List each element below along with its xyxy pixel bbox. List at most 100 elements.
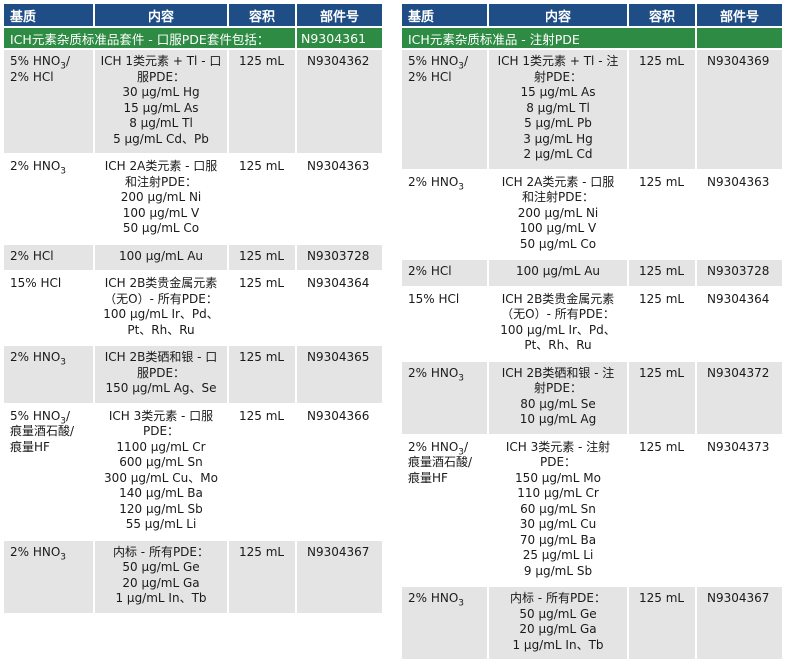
content-cell: ICH 2B类贵金属元素 （无O）- 所有PDE： 100 µg/mL Ir、Pd、… — [488, 285, 629, 361]
content-line: 50 µg/mL Ge — [122, 560, 200, 574]
content-cell: ICH 2A类元素 - 口服 和注射PDE： 200 µg/mL Ni 100 µg/… — [94, 153, 229, 244]
content-line: PDE： — [539, 455, 577, 469]
matrix-line: 5% HNO3/ — [10, 54, 89, 71]
content-line: 和注射PDE： — [521, 190, 595, 204]
matrix-line: 5% HNO3/ — [10, 408, 89, 426]
volume-cell: 125 mL — [628, 168, 697, 259]
content-cell: ICH 2B类贵金属元素 （无O）- 所有PDE： 100 µg/mL Ir、Pd、… — [94, 270, 229, 345]
matrix-cell: 2% HNO3 — [4, 153, 95, 244]
content-line: ICH 3类元素 - 口服 — [108, 408, 214, 423]
content-line: 80 µg/mL Se — [520, 396, 596, 411]
content-line: ICH 2B类硒和银 - 注 — [501, 365, 615, 380]
content-cell: ICH 1类元素 + Tl - 注射PDE： 15 µg/mL As 8 µg/mL… — [488, 48, 629, 170]
content-line: ICH 1类元素 + Tl - 注 — [497, 54, 619, 68]
volume-cell: 125 mL — [628, 585, 697, 659]
part-number-cell: N9304364 — [696, 285, 782, 361]
content-line: 15 µg/mL As — [520, 85, 596, 99]
matrix-text: 2% HNO — [408, 439, 459, 454]
injection-pde-table: 基质 内容 容积 部件号 ICH元素杂质标准品 - 注射PDE 5% HNO 3 /… — [402, 4, 782, 659]
matrix-cell: 2% HCl — [4, 242, 95, 271]
matrix-text: 2% HNO — [408, 591, 459, 605]
content-line: 110 µg/mL Cr — [517, 486, 599, 500]
matrix-subscript: 3 — [60, 415, 67, 426]
part-number-cell: N9304365 — [296, 344, 382, 404]
matrix-text: 2% HCl — [10, 69, 54, 84]
content-line: 100 µg/mL Au — [515, 264, 601, 278]
matrix-line: 2% HNO3 — [408, 591, 483, 609]
content-line: ICH 1类元素 + Tl - 口 — [100, 54, 222, 68]
volume-cell: 125 mL — [628, 359, 697, 435]
matrix-line: 2% HNO3 — [10, 159, 89, 176]
volume-cell: 125 mL — [228, 538, 297, 613]
content-line: 600 µg/mL Sn — [119, 455, 203, 469]
content-line: Pt、Rh、Ru — [524, 338, 592, 352]
content-line: 300 µg/mL Cu、Mo — [104, 470, 218, 485]
volume-cell: 125 mL — [228, 344, 297, 404]
matrix-suffix: / — [66, 54, 71, 68]
volume-cell: 125 mL — [228, 48, 297, 154]
matrix-suffix: / — [464, 439, 469, 454]
content-line: 10 µg/mL Ag — [519, 412, 597, 426]
content-line: PDE： — [142, 424, 180, 438]
part-number-cell: N9304367 — [696, 585, 782, 659]
content-line: 内标 - 所有PDE： — [112, 544, 210, 559]
content-cell: 100 µg/mL Au — [488, 258, 629, 287]
table-row: 15% HCl ICH 2B类贵金属元素 （无O）- 所有PDE： 100 µg/mL… — [402, 285, 782, 361]
part-number-cell: N9304372 — [696, 359, 782, 435]
content-line: 3 µg/mL Hg — [523, 131, 593, 146]
content-line: 射PDE： — [533, 381, 583, 395]
matrix-subscript: 3 — [458, 598, 465, 609]
table-row: 15% HCl ICH 2B类贵金属元素 （无O）- 所有PDE： 100 µg/mL… — [4, 270, 382, 345]
kit-banner-row: ICH元素杂质标准品套件 - 口服PDE套件包括： N9304361 — [4, 26, 382, 49]
matrix-line: 2% HNO3 — [10, 350, 89, 368]
volume-cell: 125 mL — [628, 433, 697, 586]
content-cell: ICH 2B类硒和银 - 口服PDE： 150 µg/mL Ag、Se — [94, 344, 229, 404]
matrix-line: 痕量酒石酸/ — [10, 424, 89, 440]
matrix-text: 2% HCl — [408, 264, 452, 278]
matrix-cell: 5% HNO3/2% HCl — [4, 48, 95, 154]
header-row: 基质 内容 容积 部件号 — [402, 4, 782, 27]
matrix-subscript: 3 — [60, 357, 67, 368]
table-row: 2% HCl 100 µg/mL Au 125 mL N9303728 — [402, 258, 782, 287]
matrix-text: 15% HCl — [10, 276, 62, 290]
content-line: 140 µg/mL Ba — [119, 486, 203, 500]
matrix-cell: 2% HNO3 — [4, 344, 95, 404]
table-row: 2% HNO3 内标 - 所有PDE： 50 µg/mL Ge 20 µg/mL Ga… — [4, 538, 382, 613]
content-line: 100 µg/mL V — [122, 205, 200, 220]
matrix-line: 2% HCl — [10, 70, 89, 86]
matrix-cell: 15% HCl — [402, 285, 489, 361]
table-row: 5% HNO3/2% HCl ICH 1类元素 + Tl - 口服PDE： 30 µ… — [4, 48, 382, 154]
matrix-line: 2% HNO3/ — [408, 439, 483, 457]
content-line: 150 µg/mL Mo — [515, 470, 601, 485]
matrix-text: 2% HNO — [10, 350, 61, 364]
matrix-text: 5% HNO — [408, 54, 459, 68]
matrix-cell: 2% HNO3/痕量酒石酸/痕量HF — [402, 433, 489, 586]
table-row: 2% HNO3/痕量酒石酸/痕量HF ICH 3类元素 - 注射 PDE： 150 µ… — [402, 433, 782, 586]
matrix-text: 2% HCl — [408, 69, 452, 84]
kit-banner-title: ICH元素杂质标准品 - 注射PDE — [402, 26, 696, 49]
part-number-cell: N9304367 — [296, 538, 382, 613]
content-line: 2 µg/mL Cd — [523, 147, 593, 161]
kit-banner-title: ICH元素杂质标准品套件 - 口服PDE套件包括： — [4, 26, 296, 49]
table-row: 2% HNO3 ICH 2B类硒和银 - 口服PDE： 150 µg/mL Ag、S… — [4, 344, 382, 404]
matrix-text: 15% HCl — [408, 291, 460, 306]
content-line: 30 µg/mL Hg — [122, 85, 200, 99]
kit-banner-part-number — [695, 26, 782, 49]
part-number-cell: N9304363 — [296, 153, 382, 244]
matrix-text: 5% HNO — [10, 54, 61, 68]
matrix-text: 痕量HF — [408, 470, 448, 485]
matrix-line: 15% HCl — [408, 292, 483, 308]
matrix-text: 2% HNO — [408, 365, 459, 380]
content-cell: 内标 - 所有PDE： 50 µg/mL Ge 20 µg/mL Ga 1 µg/mL… — [488, 585, 629, 659]
content-cell: ICH 2B类硒和银 - 注射PDE： 80 µg/mL Se 10 µg/mL A… — [488, 359, 629, 435]
matrix-cell: 2% HNO3 — [402, 168, 489, 259]
content-line: 1 µg/mL In、Tb — [512, 637, 604, 652]
matrix-subscript: 3 — [60, 551, 67, 562]
matrix-text: 痕量HF — [10, 439, 50, 454]
matrix-line: 痕量HF — [10, 440, 89, 456]
matrix-text: 5% HNO — [10, 408, 61, 423]
matrix-text: 痕量酒石酸/ — [408, 455, 473, 469]
content-line: 100 µg/mL Ir、Pd、 — [500, 322, 616, 337]
content-line: 100 µg/mL V — [519, 221, 597, 235]
table-row: 5% HNO3/2% HCl ICH 1类元素 + Tl - 注射PDE： 15 µ… — [402, 48, 782, 170]
